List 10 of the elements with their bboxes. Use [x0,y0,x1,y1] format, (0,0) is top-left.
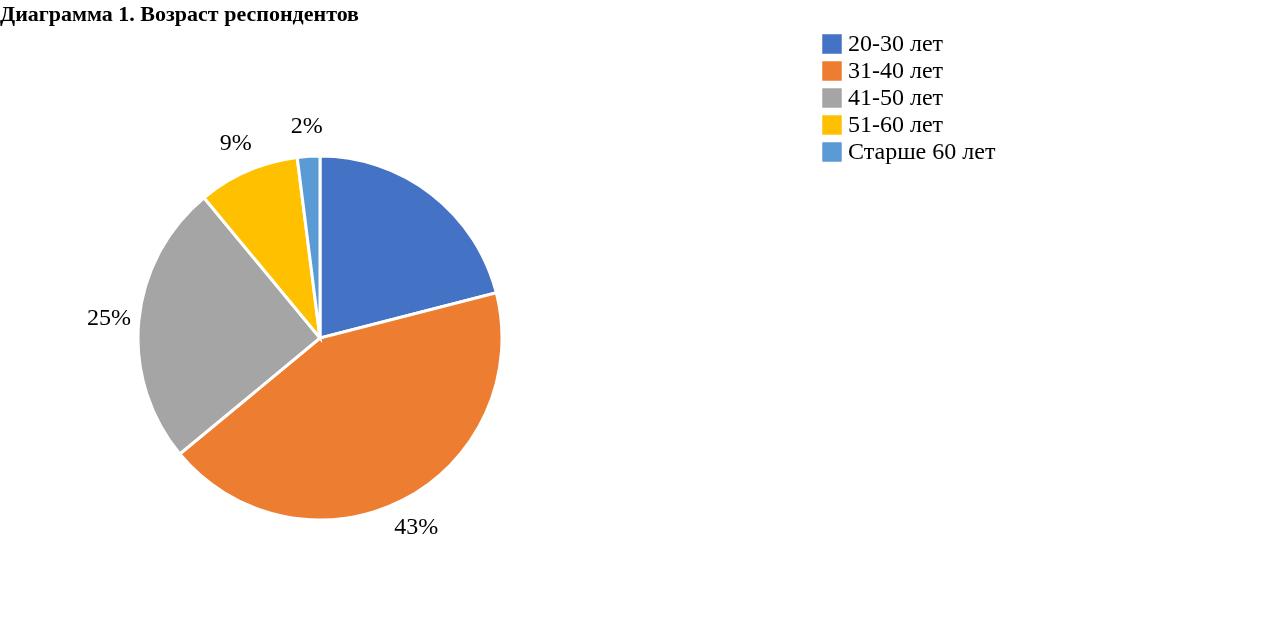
data-label: 25% [86,304,131,331]
data-label: 9% [219,129,252,156]
legend-label: 51-60 лет [848,111,944,137]
legend-label: 31-40 лет [848,57,944,83]
data-label: 43% [394,512,439,539]
legend-label: 41-50 лет [848,84,944,110]
legend-label: Старше 60 лет [848,138,996,164]
legend-label: 20-30 лет [848,30,944,56]
data-label: 2% [290,112,323,139]
chart-title: Диаграмма 1. Возраст респондентов [0,1,360,26]
